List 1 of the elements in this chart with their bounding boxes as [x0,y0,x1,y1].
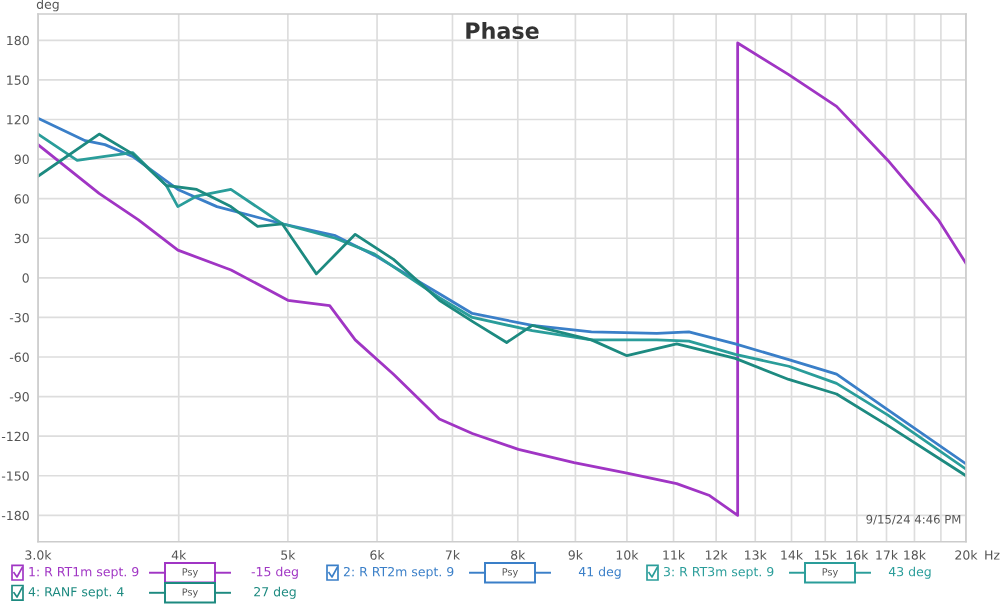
chart-title: Phase [466,21,539,40]
